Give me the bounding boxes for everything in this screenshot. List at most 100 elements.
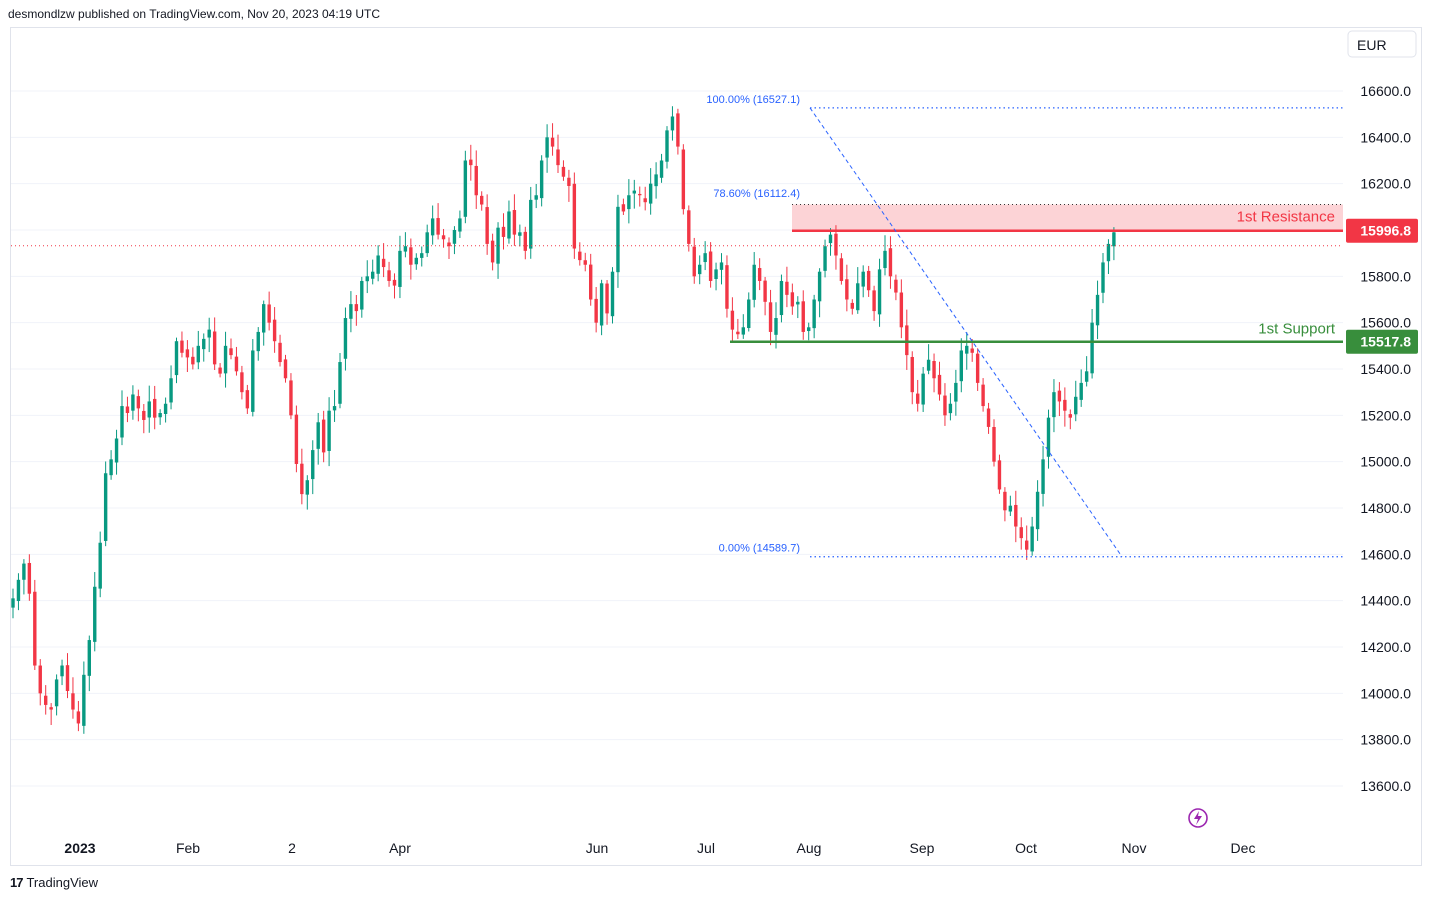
level-zones xyxy=(792,204,1343,231)
footer-brand: TradingView xyxy=(26,875,99,890)
y-tick-label: 14400.0 xyxy=(1360,593,1411,609)
candle-body xyxy=(801,301,805,332)
candle-body xyxy=(861,271,865,287)
currency-label: EUR xyxy=(1357,37,1387,53)
candle-body xyxy=(1112,232,1116,247)
candle-body xyxy=(409,247,413,265)
candle-body xyxy=(583,260,587,265)
currency-button[interactable]: EUR xyxy=(1347,30,1417,58)
candle-body xyxy=(796,301,800,305)
candle-body xyxy=(578,251,582,261)
candle-body xyxy=(33,591,37,666)
candle-body xyxy=(1106,243,1111,262)
candle-body xyxy=(981,384,985,407)
candle-body xyxy=(643,198,647,203)
candle-body xyxy=(1025,540,1029,550)
candle-body xyxy=(572,183,577,249)
candle-body xyxy=(327,410,331,451)
fib-label: 100.00% (16527.1) xyxy=(706,94,800,106)
candle-body xyxy=(98,542,102,589)
candle-body xyxy=(681,149,686,210)
candle-body xyxy=(703,253,707,263)
candle-body xyxy=(109,459,113,476)
time-axis[interactable]: 2023 Feb 2 Apr Jun Jul Aug Sep Oct Nov Dec xyxy=(64,840,1255,856)
candle-body xyxy=(550,137,555,147)
candle-body xyxy=(768,302,773,332)
candle-body xyxy=(648,183,653,204)
price-badge xyxy=(1346,329,1418,354)
price-badge-label: 15996.8 xyxy=(1360,223,1411,239)
candle-body xyxy=(153,398,157,418)
candle-body xyxy=(392,279,397,286)
candle-body xyxy=(142,410,146,420)
candle-body xyxy=(420,253,424,258)
candle-body xyxy=(638,193,642,196)
candle-body xyxy=(360,280,364,310)
candle-body xyxy=(817,271,822,302)
candle-body xyxy=(959,350,963,382)
candle-body xyxy=(87,640,91,676)
candle-body xyxy=(343,318,348,359)
y-tick-label: 16200.0 xyxy=(1360,176,1411,192)
candle-body xyxy=(147,401,151,418)
candle-body xyxy=(997,460,1002,490)
x-tick-label: 2 xyxy=(288,840,296,856)
candle-body xyxy=(910,356,914,393)
candle-body xyxy=(790,292,795,307)
candle-body xyxy=(937,374,942,395)
candle-body xyxy=(425,232,429,254)
candle-body xyxy=(567,177,571,186)
price-axis[interactable]: 13600.0 13800.0 14000.0 14200.0 14400.0 14600… xyxy=(1346,83,1418,794)
footer: 17 TradingView xyxy=(10,875,98,890)
candle-body xyxy=(926,359,931,371)
candle-body xyxy=(22,563,26,580)
candle-body xyxy=(725,265,729,309)
candle-body xyxy=(54,679,59,707)
y-tick-label: 14600.0 xyxy=(1360,546,1411,562)
candle-body xyxy=(251,350,255,412)
candle-body xyxy=(278,342,282,363)
y-tick-label: 15200.0 xyxy=(1360,407,1411,423)
candle-body xyxy=(294,414,299,464)
candle-body xyxy=(834,233,838,256)
candle-body xyxy=(534,195,538,200)
candle-body xyxy=(1090,322,1094,374)
candle-body xyxy=(191,356,195,365)
lightning-icon[interactable] xyxy=(1188,808,1208,828)
candle-body xyxy=(414,257,418,265)
candle-body xyxy=(125,406,130,414)
candle-body xyxy=(812,299,816,329)
candle-body xyxy=(1003,491,1007,511)
candle-body xyxy=(970,348,974,353)
x-tick-label: Sep xyxy=(910,840,935,856)
candle-body xyxy=(76,711,81,724)
y-tick-label: 14800.0 xyxy=(1360,500,1411,516)
candle-body xyxy=(1079,382,1083,400)
candle-body xyxy=(774,318,778,335)
x-tick-label: Jul xyxy=(697,840,715,856)
x-tick-label: Jun xyxy=(586,840,609,856)
candle-body xyxy=(1008,505,1013,512)
candle-body xyxy=(714,269,718,280)
candle-body xyxy=(1030,526,1034,552)
candle-body xyxy=(212,331,217,365)
candle-body xyxy=(659,160,664,178)
candle-body xyxy=(507,211,511,239)
candle-body xyxy=(676,113,680,147)
candle-body xyxy=(496,227,500,264)
candle-body xyxy=(305,480,309,495)
candle-body xyxy=(932,361,936,379)
candle-body xyxy=(921,373,925,405)
candle-body xyxy=(1019,527,1023,539)
y-tick-label: 15400.0 xyxy=(1360,361,1411,377)
candlesticks xyxy=(11,106,1116,734)
candle-body xyxy=(845,279,849,300)
fib-trend-line xyxy=(809,107,1123,558)
candle-body xyxy=(888,248,893,277)
candle-body xyxy=(332,406,337,411)
candle-body xyxy=(272,319,277,342)
publish-info: desmondlzw published on TradingView.com,… xyxy=(8,7,380,21)
grid-lines xyxy=(11,90,1343,787)
candle-body xyxy=(65,665,70,692)
